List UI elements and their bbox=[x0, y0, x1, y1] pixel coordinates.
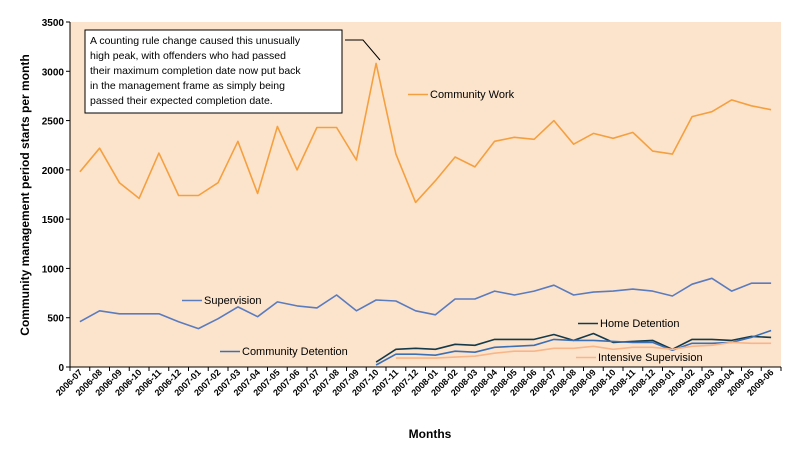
series-line-community-detention bbox=[375, 329, 772, 366]
series-labels: Community Work Supervision Home Detention C… bbox=[182, 89, 703, 364]
series-lines bbox=[79, 62, 772, 366]
y-tick-label: 1500 bbox=[42, 215, 65, 226]
series-line-supervision bbox=[79, 277, 772, 330]
y-tick-label: 500 bbox=[47, 314, 64, 325]
series-label-community-detention: Community Detention bbox=[242, 346, 348, 358]
y-tick-label: 2000 bbox=[42, 166, 65, 177]
y-tick-label: 0 bbox=[58, 363, 64, 374]
y-axis-title: Community management period starts per m… bbox=[18, 54, 32, 335]
annotation-line-2: high peak, with offenders who had passed bbox=[90, 50, 286, 62]
series-line-intensive-supervision bbox=[395, 341, 772, 359]
y-tick-label: 2500 bbox=[42, 117, 65, 128]
axes bbox=[66, 21, 782, 371]
y-tick-labels: 0 500 1000 1500 2000 2500 3000 3500 bbox=[42, 18, 65, 374]
annotation-line-1: A counting rule change caused this unusu… bbox=[90, 35, 301, 47]
series-label-intensive-supervision: Intensive Supervision bbox=[598, 352, 703, 364]
annotation: A counting rule change caused this unusu… bbox=[84, 29, 381, 114]
series-label-supervision: Supervision bbox=[204, 295, 261, 307]
annotation-line-4: in the management frame as simply being bbox=[90, 80, 285, 92]
series-label-community-work: Community Work bbox=[430, 89, 515, 101]
series-line-community-work bbox=[79, 62, 772, 204]
annotation-leader-line bbox=[345, 39, 381, 61]
y-tick-label: 3500 bbox=[42, 18, 65, 29]
annotation-line-3: their maximum completion date now put ba… bbox=[90, 65, 301, 77]
x-axis-title: Months bbox=[409, 427, 452, 441]
annotation-box bbox=[84, 29, 343, 114]
y-tick-label: 1000 bbox=[42, 264, 65, 275]
y-tick-label: 3000 bbox=[42, 67, 65, 78]
x-tick-labels: 2006-072006-082006-092006-102006-112006-… bbox=[54, 367, 776, 397]
annotation-line-5: passed their expected completion date. bbox=[90, 95, 273, 107]
series-label-home-detention: Home Detention bbox=[600, 318, 680, 330]
